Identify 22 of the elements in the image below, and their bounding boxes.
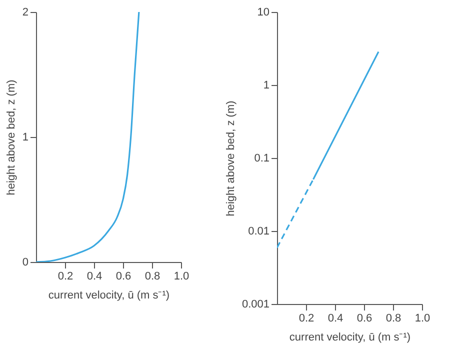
x-tick-label: 0.8	[144, 270, 160, 282]
x-tick-label: 0.6	[116, 270, 132, 282]
y-tick-label: 0.1	[254, 152, 270, 164]
x-tick-label: 0.4	[328, 312, 344, 324]
y-tick-label: 1	[263, 80, 270, 92]
y-tick-label: 10	[257, 6, 270, 18]
x-tick-label: 0.4	[86, 270, 102, 282]
y-tick-label: 1	[22, 132, 28, 144]
x-tick-label: 0.2	[298, 312, 314, 324]
x-tick-label: 1.0	[414, 312, 430, 324]
x-axis-title: current velocity, ū (m s⁻¹)	[48, 290, 170, 302]
y-axis-title: height above bed, z (m)	[5, 80, 18, 196]
x-axis-title: current velocity, ū (m s⁻¹)	[289, 332, 411, 344]
y-tick-label: 0.001	[242, 298, 270, 310]
y-axis-title: height above bed, z (m)	[224, 100, 237, 216]
y-tick-label: 2	[22, 6, 28, 18]
y-tick-label: 0	[22, 256, 28, 268]
x-tick-label: 0.6	[356, 312, 372, 324]
y-tick-label: 0.01	[248, 226, 270, 238]
x-tick-label: 0.2	[58, 270, 74, 282]
x-tick-label: 1.0	[174, 270, 190, 282]
x-tick-label: 0.8	[386, 312, 402, 324]
